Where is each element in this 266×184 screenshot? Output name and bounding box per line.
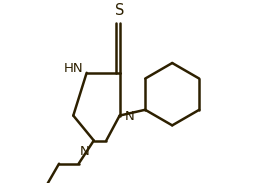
Text: S: S: [115, 3, 124, 18]
Text: HN: HN: [64, 62, 83, 75]
Text: N: N: [80, 145, 89, 158]
Text: N: N: [125, 110, 135, 123]
